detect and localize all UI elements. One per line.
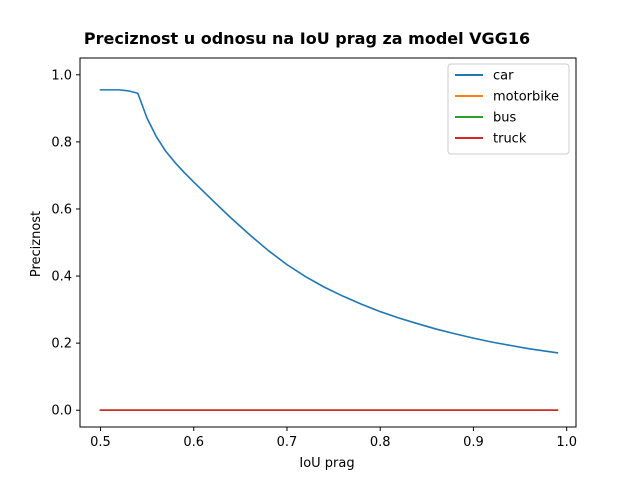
y-tick-label: 0.2 xyxy=(51,337,72,352)
legend-label-motorbike: motorbike xyxy=(493,90,559,105)
x-tick-label: 0.6 xyxy=(183,435,204,450)
legend-label-truck: truck xyxy=(493,132,527,147)
legend-label-bus: bus xyxy=(493,111,516,126)
y-tick-label: 0.0 xyxy=(51,404,72,419)
y-axis-label: Preciznost xyxy=(29,211,44,277)
x-tick-label: 0.7 xyxy=(277,435,298,450)
legend: car motorbike bus truck xyxy=(447,63,570,155)
x-tick-label: 1.0 xyxy=(556,435,577,450)
y-axis: 0.0 0.2 0.4 0.6 0.8 1.0 xyxy=(51,68,80,419)
y-tick-label: 0.8 xyxy=(51,135,72,150)
x-tick-label: 0.9 xyxy=(463,435,484,450)
plot-area xyxy=(79,57,577,428)
y-tick-label: 0.6 xyxy=(51,202,72,217)
legend-label-car: car xyxy=(493,69,514,84)
legend-box xyxy=(447,63,570,155)
y-tick-label: 1.0 xyxy=(51,68,72,83)
x-tick-label: 0.8 xyxy=(370,435,391,450)
x-axis-label: IoU prag xyxy=(299,456,354,471)
plot-frame xyxy=(79,57,577,428)
series-line-car xyxy=(99,89,559,354)
x-axis: 0.5 0.6 0.7 0.8 0.9 1.0 xyxy=(90,427,577,450)
chart-title: Preciznost u odnosu na IoU prag za model… xyxy=(84,29,530,48)
x-tick-label: 0.5 xyxy=(90,435,111,450)
y-tick-label: 0.4 xyxy=(51,270,72,285)
